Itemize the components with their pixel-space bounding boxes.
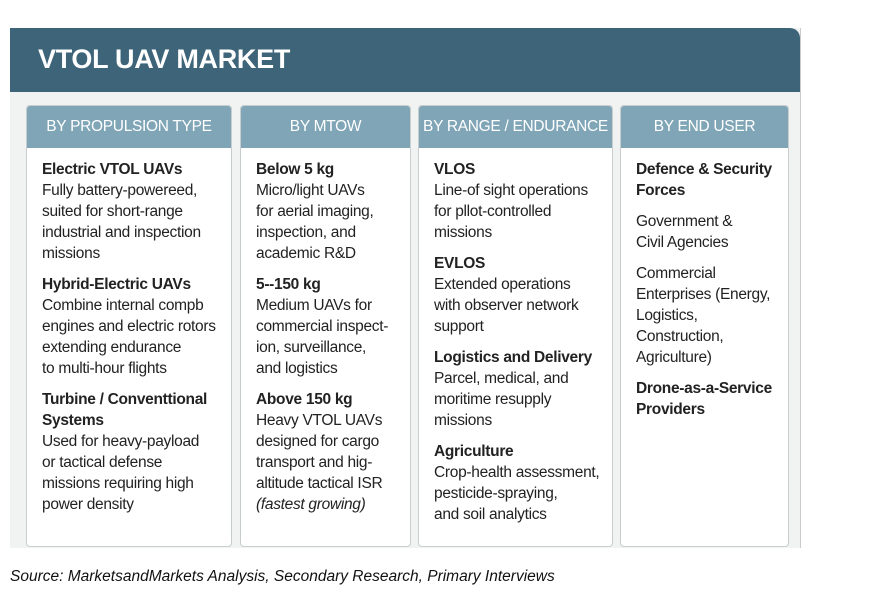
- item-text: transport and hig-: [256, 454, 373, 471]
- item-heading: Providers: [636, 401, 705, 418]
- item-text: Construction,: [636, 328, 724, 345]
- item-text: Combine internal compb: [42, 297, 204, 314]
- item-heading: Forces: [636, 182, 686, 199]
- item: Electric VTOL UAVs Fully battery-powereed…: [42, 159, 219, 264]
- item-text: engines and electric rotors: [42, 318, 216, 335]
- item-text: Logistics,: [636, 307, 698, 324]
- item-text: pesticide-spraying,: [434, 485, 558, 502]
- item-text: suited for short-range: [42, 203, 183, 220]
- item-text: and logistics: [256, 360, 338, 377]
- item: VLOS Line-of sight operations for pllot-co…: [434, 159, 600, 243]
- item-text: Micro/light UAVs: [256, 182, 365, 199]
- header: VTOL UAV MARKET: [10, 28, 800, 92]
- item-heading: EVLOS: [434, 255, 486, 272]
- item: Logistics and Delivery Parcel, medical, a…: [434, 347, 600, 431]
- item-heading: VLOS: [434, 161, 476, 178]
- source: Source: MarketsandMarkets Analysis, Seco…: [10, 568, 555, 585]
- item-text: Commercial: [636, 265, 716, 282]
- item: Hybrid-Electric UAVs Combine internal com…: [42, 274, 219, 379]
- item: Commercial Enterprises (Energy, Logistics,…: [636, 263, 776, 368]
- item-text: to multi-hour flights: [42, 360, 167, 377]
- item-text: Crop-health assessment,: [434, 464, 600, 481]
- item-text: Heavy VTOL UAVs: [256, 412, 383, 429]
- item-text: Line-of sight operations: [434, 182, 588, 199]
- item-text: power density: [42, 496, 134, 513]
- item-text: for aerial imaging,: [256, 203, 374, 220]
- item-text: academic R&D: [256, 245, 356, 262]
- item-heading: Hybrid-Electric UAVs: [42, 276, 191, 293]
- item-heading: Agriculture: [434, 443, 514, 460]
- item-text: missions: [434, 412, 492, 429]
- panel: VTOL UAV MARKET BY PROPULSION TYPE Electr…: [10, 28, 801, 548]
- item-heading: Logistics and Delivery: [434, 349, 592, 366]
- item-text: or tactical defense: [42, 454, 163, 471]
- item-text: ion, surveillance,: [256, 339, 367, 356]
- item-text: Fully battery-powereed,: [42, 182, 198, 199]
- item-text: extending endurance: [42, 339, 182, 356]
- item-text: Extended operations: [434, 276, 571, 293]
- item-note: (fastest growing): [256, 496, 366, 513]
- item-text: industrial and inspection: [42, 224, 201, 241]
- item: Agriculture Crop-health assessment, pestic…: [434, 441, 600, 525]
- item: Drone-as-a-Service Providers: [636, 378, 776, 420]
- item: 5--150 kg Medium UAVs for commercial inspe…: [256, 274, 398, 379]
- item-text: commercial inspect-: [256, 318, 389, 335]
- column-header: BY END USER: [621, 106, 788, 148]
- item: Government & Civil Agencies: [636, 211, 776, 253]
- column: BY PROPULSION TYPE Electric VTOL UAVs Full…: [26, 105, 232, 547]
- item-heading: Turbine / Conventtional: [42, 391, 208, 408]
- column-header: BY MTOW: [241, 106, 410, 148]
- item-heading: Electric VTOL UAVs: [42, 161, 183, 178]
- item-heading: Defence & Security: [636, 161, 772, 178]
- item-text: designed for cargo: [256, 433, 379, 450]
- item-text: Civil Agencies: [636, 234, 729, 251]
- item-text: and soil analytics: [434, 506, 547, 523]
- item-text: Government &: [636, 213, 733, 230]
- item-text: Used for heavy-payload: [42, 433, 200, 450]
- item-heading: Systems: [42, 412, 104, 429]
- item: Below 5 kg Micro/light UAVs for aerial ima…: [256, 159, 398, 264]
- item: Above 150 kg Heavy VTOL UAVs designed for …: [256, 389, 398, 515]
- column: BY MTOW Below 5 kg Micro/light UAVs for aer…: [240, 105, 411, 547]
- item-text: moritime resupply: [434, 391, 552, 408]
- item: Turbine / Conventtional Systems Used for h…: [42, 389, 219, 515]
- item-heading: Below 5 kg: [256, 161, 334, 178]
- item-text: Medium UAVs for: [256, 297, 372, 314]
- item-text: Agriculture): [636, 349, 712, 366]
- column: BY RANGE / ENDURANCE VLOS Line-of sight op…: [418, 105, 613, 547]
- item-text: missions: [434, 224, 492, 241]
- column-body: Below 5 kg Micro/light UAVs for aerial ima…: [241, 148, 410, 515]
- item: Defence & Security Forces: [636, 159, 776, 201]
- item-heading: Above 150 kg: [256, 391, 353, 408]
- column-header: BY RANGE / ENDURANCE: [419, 106, 612, 148]
- column-body: Defence & Security Forces Government & Civi…: [621, 148, 788, 420]
- item-text: missions: [42, 245, 100, 262]
- item-text: for pllot-controlled: [434, 203, 552, 220]
- item-heading: Drone-as-a-Service: [636, 380, 772, 397]
- column-body: Electric VTOL UAVs Fully battery-powereed…: [27, 148, 231, 515]
- item-heading: 5--150 kg: [256, 276, 321, 293]
- column-body: VLOS Line-of sight operations for pllot-co…: [419, 148, 612, 525]
- item-text: missions requiring high: [42, 475, 194, 492]
- item-text: inspection, and: [256, 224, 356, 241]
- item-text: altitude tactical ISR: [256, 475, 383, 492]
- column-header: BY PROPULSION TYPE: [27, 106, 231, 148]
- item-text: with observer network: [434, 297, 579, 314]
- column: BY END USER Defence & Security Forces Gover…: [620, 105, 789, 547]
- item-text: support: [434, 318, 484, 335]
- item-text: Enterprises (Energy,: [636, 286, 771, 303]
- item: EVLOS Extended operations with observer ne…: [434, 253, 600, 337]
- item-text: Parcel, medical, and: [434, 370, 569, 387]
- title: VTOL UAV MARKET: [38, 44, 291, 74]
